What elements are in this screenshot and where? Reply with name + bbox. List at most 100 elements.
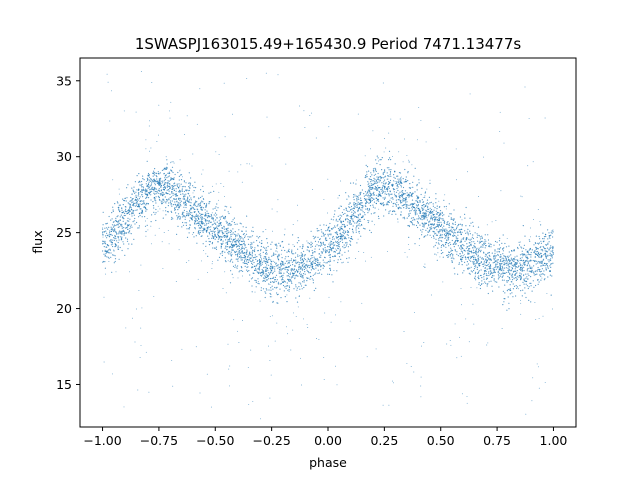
data-point bbox=[448, 251, 450, 253]
data-point bbox=[351, 238, 354, 240]
data-point bbox=[463, 249, 465, 251]
data-point bbox=[522, 281, 524, 283]
data-point bbox=[212, 216, 214, 219]
data-point bbox=[273, 276, 275, 278]
data-point bbox=[390, 159, 392, 161]
data-point bbox=[367, 194, 369, 196]
data-point bbox=[435, 193, 437, 195]
data-point bbox=[185, 189, 187, 191]
data-point bbox=[334, 254, 336, 256]
data-point bbox=[366, 173, 368, 175]
data-point bbox=[347, 231, 349, 234]
data-point bbox=[177, 209, 179, 211]
data-point bbox=[114, 203, 116, 205]
data-point bbox=[314, 273, 316, 275]
data-point bbox=[292, 244, 294, 246]
data-point bbox=[243, 247, 245, 249]
data-point bbox=[461, 304, 463, 306]
data-point bbox=[236, 235, 238, 237]
data-point bbox=[271, 255, 273, 257]
data-point bbox=[200, 201, 202, 203]
data-point bbox=[545, 253, 547, 255]
data-point bbox=[460, 240, 462, 242]
data-point bbox=[231, 245, 233, 247]
data-point bbox=[402, 204, 404, 206]
data-point bbox=[127, 217, 129, 219]
data-point bbox=[257, 272, 260, 275]
data-point bbox=[224, 217, 226, 219]
data-point bbox=[147, 179, 149, 181]
data-point bbox=[428, 196, 430, 198]
data-point bbox=[145, 208, 147, 210]
data-point bbox=[310, 246, 312, 248]
data-point bbox=[139, 200, 141, 203]
data-point bbox=[264, 280, 266, 282]
data-point bbox=[395, 199, 397, 201]
data-point bbox=[354, 212, 356, 214]
data-point bbox=[511, 273, 514, 275]
data-point bbox=[118, 220, 120, 222]
data-point bbox=[294, 271, 296, 273]
data-point bbox=[497, 266, 499, 268]
data-point bbox=[279, 283, 281, 285]
data-point bbox=[178, 170, 180, 172]
data-point bbox=[483, 278, 485, 280]
data-point bbox=[270, 374, 272, 376]
data-point bbox=[469, 248, 471, 250]
data-point bbox=[513, 258, 515, 260]
data-point bbox=[304, 273, 306, 275]
data-point bbox=[303, 279, 305, 281]
data-point bbox=[172, 192, 174, 194]
data-point bbox=[423, 217, 425, 219]
data-point bbox=[493, 259, 495, 261]
data-point bbox=[324, 244, 326, 246]
data-point bbox=[297, 220, 299, 222]
data-point bbox=[196, 205, 198, 208]
data-point bbox=[312, 252, 314, 254]
data-point bbox=[306, 280, 308, 282]
data-point bbox=[535, 260, 537, 262]
data-point bbox=[429, 212, 431, 214]
data-point bbox=[281, 268, 283, 270]
data-point bbox=[518, 265, 520, 267]
data-point bbox=[197, 203, 199, 205]
data-point bbox=[504, 284, 506, 286]
data-point bbox=[160, 183, 162, 185]
data-point bbox=[227, 246, 229, 248]
data-point bbox=[407, 180, 409, 182]
data-point bbox=[396, 185, 398, 187]
data-point bbox=[343, 244, 345, 246]
data-point bbox=[544, 233, 547, 235]
data-point bbox=[487, 263, 489, 266]
data-point bbox=[485, 240, 487, 242]
data-point bbox=[203, 198, 205, 200]
data-point bbox=[146, 224, 148, 226]
data-point bbox=[376, 155, 378, 157]
data-point bbox=[459, 228, 461, 231]
data-point bbox=[482, 258, 484, 260]
data-point bbox=[341, 254, 343, 256]
data-point bbox=[417, 208, 419, 210]
data-point bbox=[502, 266, 504, 269]
data-point bbox=[515, 279, 518, 281]
data-point bbox=[303, 318, 304, 320]
data-point bbox=[533, 265, 535, 267]
data-point bbox=[242, 257, 244, 259]
data-point bbox=[188, 260, 190, 262]
data-point bbox=[297, 255, 299, 258]
data-point bbox=[223, 216, 225, 218]
data-point bbox=[486, 277, 488, 280]
data-point bbox=[153, 174, 156, 176]
data-point bbox=[260, 245, 262, 248]
data-point bbox=[211, 217, 213, 219]
data-point bbox=[500, 256, 502, 258]
data-point bbox=[138, 225, 140, 227]
data-point bbox=[452, 226, 454, 229]
data-point bbox=[508, 308, 510, 310]
data-point bbox=[227, 343, 229, 345]
data-point bbox=[539, 254, 541, 256]
data-point bbox=[546, 247, 549, 249]
data-point bbox=[175, 198, 178, 200]
data-point bbox=[378, 179, 380, 181]
data-point bbox=[214, 235, 216, 237]
